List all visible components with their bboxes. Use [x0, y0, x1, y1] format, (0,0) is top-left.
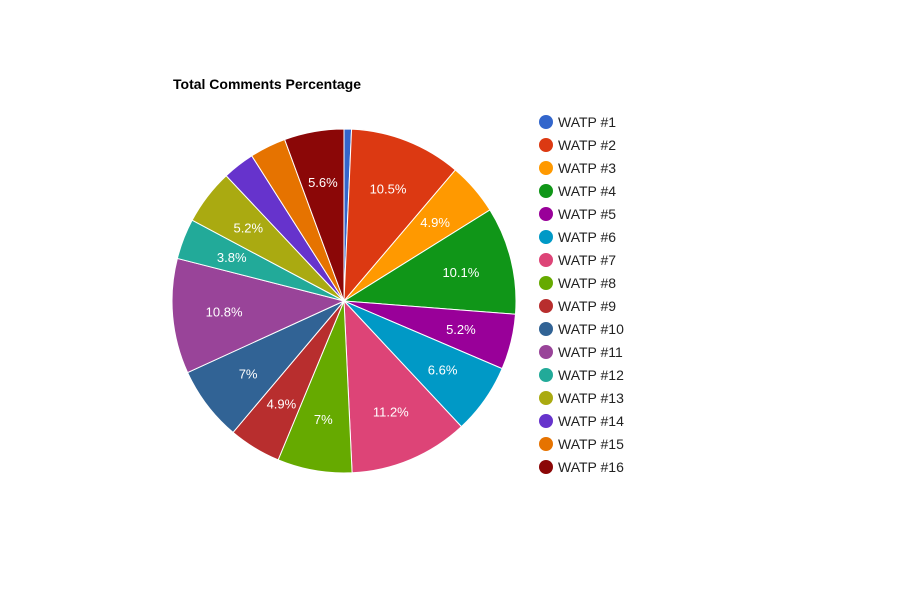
slice-label-13: 5.2%	[233, 220, 263, 235]
legend-swatch-15	[539, 437, 553, 451]
slice-label-2: 10.5%	[370, 181, 407, 196]
legend-item-6[interactable]: WATP #6	[539, 229, 616, 245]
pie-slice-11[interactable]	[171, 257, 346, 374]
slice-label-10: 7%	[239, 366, 258, 381]
legend-label-11: WATP #11	[558, 344, 623, 360]
legend-label-6: WATP #6	[558, 229, 616, 245]
slice-label-12: 3.8%	[217, 250, 247, 265]
legend-label-3: WATP #3	[558, 160, 616, 176]
slice-label-6: 6.6%	[428, 363, 458, 378]
legend-label-1: WATP #1	[558, 114, 616, 130]
legend-label-13: WATP #13	[558, 390, 624, 406]
legend-label-14: WATP #14	[558, 413, 624, 429]
legend-item-1[interactable]: WATP #1	[539, 114, 616, 130]
legend-label-5: WATP #5	[558, 206, 616, 222]
slice-label-3: 4.9%	[420, 215, 450, 230]
legend-swatch-7	[539, 253, 553, 267]
slice-label-9: 4.9%	[267, 396, 297, 411]
legend: WATP #1 WATP #2 WATP #3 WATP #4 WATP #5 WATP …	[539, 114, 624, 475]
legend-label-4: WATP #4	[558, 183, 616, 199]
slice-label-5: 5.2%	[446, 322, 476, 337]
pie-slice-labels: 10.5% 4.9% 10.1% 5.2% 6.6% 11.2% 7% 4.9% 7% 10.8%…	[206, 175, 480, 427]
legend-swatch-14	[539, 414, 553, 428]
legend-label-16: WATP #16	[558, 459, 624, 475]
pie-slice-16[interactable]	[284, 128, 345, 302]
slice-label-4: 10.1%	[442, 265, 479, 280]
legend-swatch-1	[539, 115, 553, 129]
legend-label-15: WATP #15	[558, 436, 624, 452]
legend-item-13[interactable]: WATP #13	[539, 390, 624, 406]
legend-label-10: WATP #10	[558, 321, 624, 337]
legend-item-11[interactable]: WATP #11	[539, 344, 623, 360]
legend-swatch-13	[539, 391, 553, 405]
legend-item-5[interactable]: WATP #5	[539, 206, 616, 222]
legend-swatch-6	[539, 230, 553, 244]
chart-title: Total Comments Percentage	[173, 76, 361, 92]
legend-label-8: WATP #8	[558, 275, 616, 291]
legend-label-2: WATP #2	[558, 137, 616, 153]
legend-swatch-2	[539, 138, 553, 152]
pie-slices	[171, 128, 517, 474]
legend-label-9: WATP #9	[558, 298, 616, 314]
legend-swatch-9	[539, 299, 553, 313]
legend-item-8[interactable]: WATP #8	[539, 275, 616, 291]
slice-label-16: 5.6%	[308, 175, 338, 190]
legend-item-15[interactable]: WATP #15	[539, 436, 624, 452]
pie-slice-7[interactable]	[343, 299, 463, 474]
legend-item-16[interactable]: WATP #16	[539, 459, 624, 475]
slice-label-8: 7%	[314, 412, 333, 427]
slice-label-7: 11.2%	[373, 404, 409, 419]
legend-swatch-4	[539, 184, 553, 198]
legend-swatch-12	[539, 368, 553, 382]
slice-label-11: 10.8%	[206, 304, 243, 319]
legend-item-2[interactable]: WATP #2	[539, 137, 616, 153]
pie-slice-4[interactable]	[342, 209, 517, 315]
legend-swatch-5	[539, 207, 553, 221]
legend-item-12[interactable]: WATP #12	[539, 367, 624, 383]
legend-swatch-3	[539, 161, 553, 175]
pie-slice-2[interactable]	[343, 128, 457, 303]
legend-swatch-8	[539, 276, 553, 290]
legend-swatch-10	[539, 322, 553, 336]
legend-item-3[interactable]: WATP #3	[539, 160, 616, 176]
legend-swatch-16	[539, 460, 553, 474]
legend-item-7[interactable]: WATP #7	[539, 252, 616, 268]
legend-label-7: WATP #7	[558, 252, 616, 268]
legend-item-14[interactable]: WATP #14	[539, 413, 624, 429]
legend-swatch-11	[539, 345, 553, 359]
legend-item-4[interactable]: WATP #4	[539, 183, 616, 199]
legend-item-10[interactable]: WATP #10	[539, 321, 624, 337]
legend-label-12: WATP #12	[558, 367, 624, 383]
legend-item-9[interactable]: WATP #9	[539, 298, 616, 314]
